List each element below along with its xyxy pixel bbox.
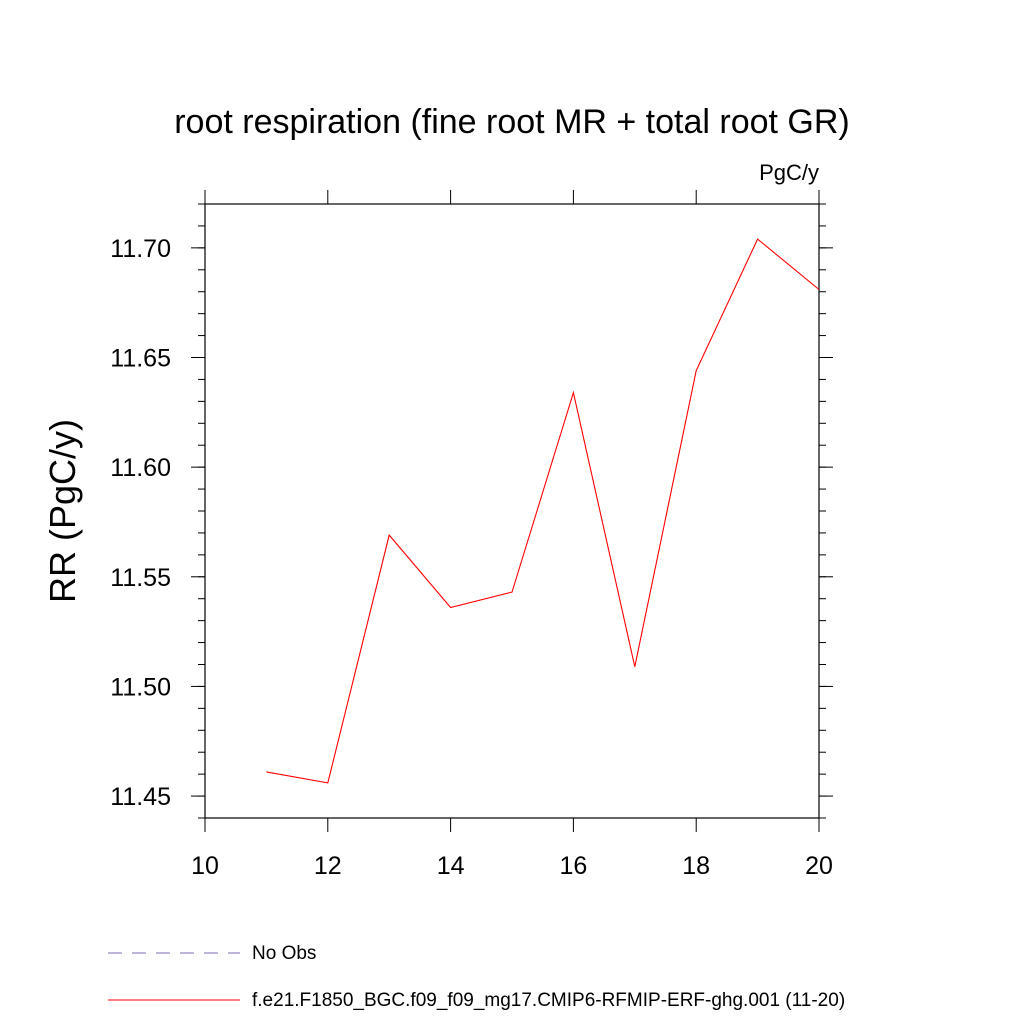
legend: No Obs f.e21.F1850_BGC.f09_f09_mg17.CMIP… <box>108 943 845 1011</box>
series-layer <box>266 238 820 784</box>
x-tick-label: 10 <box>191 852 219 880</box>
plot-frame <box>204 203 820 819</box>
x-tick-label: 16 <box>559 852 587 880</box>
units-label: PgC/y <box>759 160 819 185</box>
series-line <box>266 238 820 784</box>
x-tick-label: 12 <box>314 852 342 880</box>
chart-title: root respiration (fine root MR + total r… <box>174 103 850 141</box>
y-axis-tick-labels: 11.45 11.50 11.55 11.60 11.65 11.70 <box>110 235 171 811</box>
y-tick-label: 11.65 <box>110 345 171 373</box>
y-tick-label: 11.60 <box>110 454 171 482</box>
legend-label-model-run: f.e21.F1850_BGC.f09_f09_mg17.CMIP6-RFMIP… <box>252 990 845 1011</box>
y-tick-label: 11.50 <box>110 673 171 701</box>
y-tick-label: 11.45 <box>110 783 171 811</box>
y-tick-label: 11.70 <box>110 235 171 263</box>
x-tick-label: 18 <box>682 852 710 880</box>
legend-label-no-obs: No Obs <box>252 943 316 964</box>
axis-ticks <box>191 190 833 832</box>
x-tick-label: 20 <box>805 852 833 880</box>
y-tick-label: 11.55 <box>110 564 171 592</box>
y-axis-label: RR (PgC/y) <box>42 419 83 603</box>
x-axis-tick-labels: 10 12 14 16 18 20 <box>191 852 833 880</box>
x-tick-label: 14 <box>437 852 465 880</box>
